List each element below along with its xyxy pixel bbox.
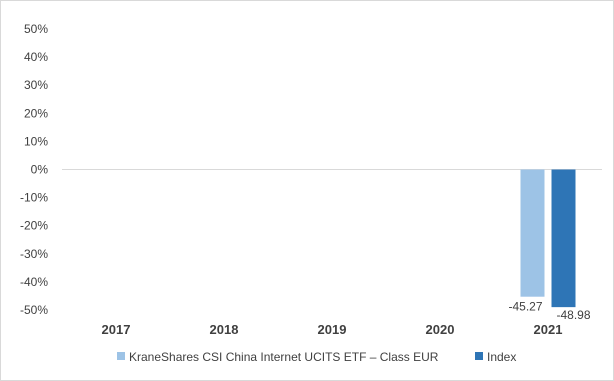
x-axis: 2017 2018 2019 2020 2021	[102, 322, 563, 337]
y-tick-label: 30%	[24, 78, 48, 92]
y-tick-label: 50%	[24, 22, 48, 36]
y-tick-label: -10%	[20, 191, 48, 205]
y-tick-label: 10%	[24, 134, 48, 148]
plot-area: -45.27 -48.98	[508, 169, 591, 322]
data-label: -48.98	[556, 308, 590, 322]
x-tick-label: 2018	[210, 322, 239, 337]
x-tick-label: 2017	[102, 322, 131, 337]
data-label: -45.27	[508, 300, 542, 314]
legend-label: Index	[487, 350, 516, 364]
legend: KraneShares CSI China Internet UCITS ETF…	[117, 350, 516, 364]
legend-swatch	[475, 352, 483, 360]
bar	[520, 169, 545, 297]
y-axis: 50% 40% 30% 20% 10% 0% -10% -20% -30% -40% -50%	[20, 22, 48, 317]
y-tick-label: -30%	[20, 247, 48, 261]
legend-swatch	[117, 352, 125, 360]
y-tick-label: 40%	[24, 50, 48, 64]
legend-label: KraneShares CSI China Internet UCITS ETF…	[129, 350, 439, 364]
y-tick-label: -50%	[20, 303, 48, 317]
y-tick-label: -20%	[20, 219, 48, 233]
bar	[551, 169, 576, 308]
x-tick-label: 2019	[318, 322, 347, 337]
y-tick-label: 20%	[24, 106, 48, 120]
y-tick-label: 0%	[31, 163, 49, 177]
x-tick-label: 2021	[534, 322, 563, 337]
y-tick-label: -40%	[20, 275, 48, 289]
x-tick-label: 2020	[426, 322, 455, 337]
